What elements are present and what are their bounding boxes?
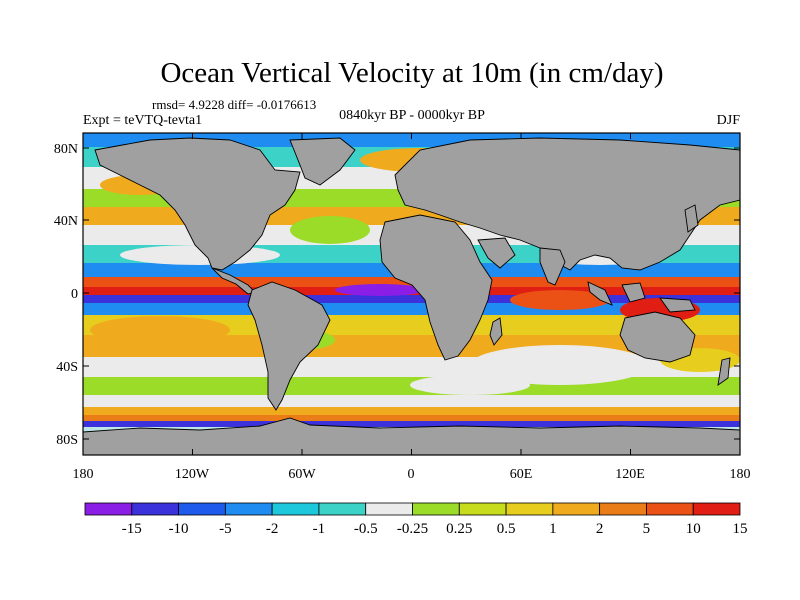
australia (619, 311, 696, 363)
lon-label-180e: 180 (730, 467, 751, 482)
lat-label-40n: 40N (54, 214, 78, 229)
lat-label-80n: 80N (54, 142, 78, 157)
colorbar-label: 2 (596, 521, 604, 537)
eurasia (394, 137, 740, 271)
japan (684, 204, 699, 233)
colorbar-label: -0.25 (397, 521, 428, 537)
north-america (94, 137, 301, 271)
antarctica (83, 417, 740, 455)
new-guinea (659, 297, 696, 313)
colorbar-swatch (271, 502, 320, 516)
colorbar-label: 0.25 (446, 521, 472, 537)
colorbar-label: -1 (313, 521, 326, 537)
lat-label-80s: 80S (56, 433, 78, 448)
colorbar-swatch (692, 502, 741, 516)
colorbar-label: 5 (643, 521, 651, 537)
borneo (621, 282, 646, 303)
lon-label-180w: 180 (73, 467, 94, 482)
lon-label-60w: 60W (288, 467, 316, 482)
colorbar-label: 15 (733, 521, 748, 537)
south-america (247, 281, 331, 411)
india (539, 247, 566, 286)
lat-label-0: 0 (71, 287, 78, 302)
colorbar-label: -10 (169, 521, 189, 537)
season-label: DJF (717, 113, 741, 128)
map-field (83, 133, 740, 455)
colorbar-label: -0.5 (354, 521, 378, 537)
colorbar-swatch (646, 502, 694, 516)
map-title: Ocean Vertical Velocity at 10m (in cm/da… (160, 57, 663, 89)
africa (379, 214, 493, 361)
colorbar (84, 502, 741, 516)
new-zealand (717, 357, 731, 386)
colorbar-swatch (84, 502, 133, 516)
colorbar-label: 10 (686, 521, 701, 537)
colorbar-swatch (552, 502, 601, 516)
colorbar-swatch (599, 502, 647, 516)
colorbar-swatch (505, 502, 554, 516)
colorbar-swatch (318, 502, 367, 516)
colorbar-labels: -15 -10 -5 -2 -1 -0.5 -0.25 0.25 0.5 1 2 5 10 15 (122, 521, 748, 537)
lat-label-40s: 40S (56, 360, 78, 375)
arabia (477, 237, 516, 269)
colorbar-swatch (178, 502, 226, 516)
colorbar-label: -2 (266, 521, 279, 537)
madagascar (489, 317, 503, 346)
stats-label: rmsd= 4.9228 diff= -0.0176613 (152, 97, 316, 112)
colorbar-label: -15 (122, 521, 142, 537)
colorbar-swatch (365, 502, 413, 516)
colorbar-label: 1 (549, 521, 557, 537)
colorbar-swatch (412, 502, 460, 516)
lat-axis: 80N 40N 0 40S 80S (54, 142, 78, 448)
sumatra (587, 281, 613, 306)
lon-label-120w: 120W (175, 467, 210, 482)
period-label: 0840kyr BP - 0000kyr BP (339, 108, 485, 123)
colorbar-label: -5 (219, 521, 232, 537)
axis-ticks (82, 133, 741, 455)
colorbar-label: 0.5 (497, 521, 516, 537)
colorbar-swatch (458, 502, 507, 516)
lon-label-120e: 120E (615, 467, 645, 482)
colorbar-swatch (224, 502, 273, 516)
lon-label-0: 0 (408, 467, 415, 482)
lon-axis: 180 120W 60W 0 60E 120E 180 (73, 467, 751, 482)
land-masses (83, 137, 740, 455)
colorbar-swatch (131, 502, 179, 516)
lon-label-60e: 60E (510, 467, 533, 482)
greenland (289, 137, 356, 186)
experiment-label: Expt = teVTQ-tevta1 (83, 113, 202, 128)
